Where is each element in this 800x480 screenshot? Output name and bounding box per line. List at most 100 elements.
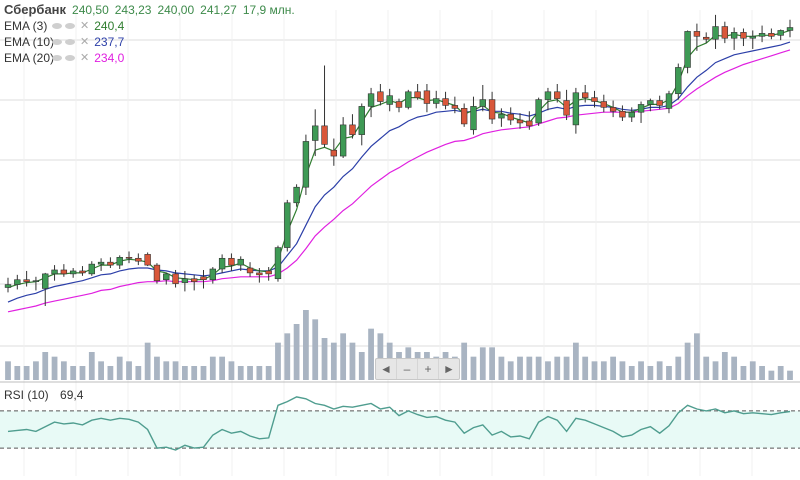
candle-body	[740, 32, 747, 39]
candle-body	[163, 273, 170, 281]
ema20-value: 234,0	[94, 51, 125, 65]
candle-body	[4, 284, 12, 288]
candle-body	[60, 269, 68, 275]
eye-icon[interactable]	[52, 55, 62, 61]
candle-body	[451, 105, 459, 109]
volume-bar	[749, 361, 756, 380]
candle-body	[32, 280, 40, 282]
volume-bar	[42, 352, 49, 380]
volume-bar	[219, 356, 226, 380]
volume-bar	[638, 361, 644, 380]
low-price: 240,00	[157, 3, 195, 17]
settings-icon[interactable]	[65, 55, 75, 61]
ema3-line	[7, 29, 791, 289]
volume-bar	[88, 352, 95, 380]
candle-body	[442, 98, 449, 106]
candle-body	[498, 113, 505, 119]
candle-body	[637, 104, 645, 113]
settings-icon[interactable]	[65, 39, 75, 45]
volume-bar	[293, 324, 300, 380]
settings-icon[interactable]	[65, 23, 75, 29]
candle-body	[200, 276, 207, 281]
zoom-in-button[interactable]: +	[418, 359, 439, 379]
candle-body	[777, 30, 784, 36]
volume-bar	[303, 310, 309, 380]
candle-body	[712, 26, 719, 40]
volume-bar	[70, 366, 77, 380]
chart-navigation: ◄ – + ►	[375, 358, 460, 380]
candle-body	[367, 93, 375, 107]
ticker-name: Сбербанк	[4, 2, 67, 17]
candle-body	[228, 257, 235, 266]
close-icon[interactable]: ✕	[80, 52, 90, 64]
volume-bar	[740, 366, 747, 380]
candle-body	[619, 110, 626, 118]
candle-body	[144, 254, 151, 266]
volume-bar	[79, 366, 86, 380]
candle-body	[460, 108, 468, 125]
scroll-left-button[interactable]: ◄	[376, 359, 397, 379]
volume-bar	[349, 342, 356, 380]
volume-bar	[51, 356, 58, 380]
close-icon[interactable]: ✕	[80, 20, 90, 32]
ema20-label: EMA (20)	[4, 51, 55, 65]
volume-bar	[619, 361, 626, 380]
volume-bar	[265, 366, 272, 380]
candle-body	[647, 100, 654, 105]
volume-bar	[684, 342, 691, 380]
candle-body	[470, 106, 477, 131]
volume-bar	[563, 356, 570, 380]
candle-body	[125, 257, 133, 259]
volume-bar	[144, 342, 151, 380]
volume-bar	[154, 356, 160, 380]
candle-body	[526, 120, 533, 127]
close-icon[interactable]: ✕	[80, 36, 90, 48]
candle-body	[88, 263, 95, 275]
candle-body	[69, 270, 77, 275]
volume-bar	[247, 366, 253, 380]
candle-body	[181, 278, 189, 283]
candle-body	[572, 92, 580, 126]
candle-body	[758, 33, 766, 37]
eye-icon[interactable]	[52, 23, 62, 29]
candle-body	[339, 124, 347, 157]
candle-body	[516, 119, 524, 124]
candle-body	[563, 100, 570, 116]
open-price: 240,50	[72, 3, 109, 17]
volume-bar	[535, 356, 542, 380]
volume-bar	[712, 361, 719, 380]
candle-body	[107, 261, 114, 266]
volume-bar	[200, 366, 207, 380]
candle-body	[544, 91, 552, 100]
candle-body	[79, 270, 86, 274]
volume-bar	[14, 366, 21, 380]
ema3-value: 240,4	[94, 19, 125, 33]
candle-body	[321, 125, 328, 145]
volume-bar	[647, 366, 654, 380]
rsi-name: RSI (10)	[4, 388, 49, 402]
volume-bar	[591, 361, 598, 380]
volume-bar	[656, 361, 663, 380]
rsi-value: 69,4	[60, 388, 84, 402]
volume-bar	[256, 366, 263, 380]
volume-bar	[126, 361, 132, 380]
candle-body	[433, 98, 440, 104]
candle-body	[405, 91, 412, 108]
scroll-right-button[interactable]: ►	[443, 362, 455, 376]
zoom-out-button[interactable]: –	[397, 359, 418, 379]
rsi-line	[7, 396, 791, 451]
candle-body	[23, 279, 30, 282]
candle-body	[51, 269, 58, 275]
candle-body	[423, 90, 431, 104]
candle-body	[218, 257, 226, 270]
candle-body	[293, 186, 300, 204]
candle-body	[554, 91, 561, 99]
candle-body	[488, 99, 496, 120]
volume-bar	[777, 366, 784, 380]
candle-body	[349, 124, 356, 135]
eye-icon[interactable]	[52, 39, 62, 45]
candle-body	[656, 100, 663, 106]
volume-bar	[284, 333, 291, 380]
candle-body	[535, 99, 542, 124]
volume-value: 17,9 млн.	[242, 3, 295, 17]
